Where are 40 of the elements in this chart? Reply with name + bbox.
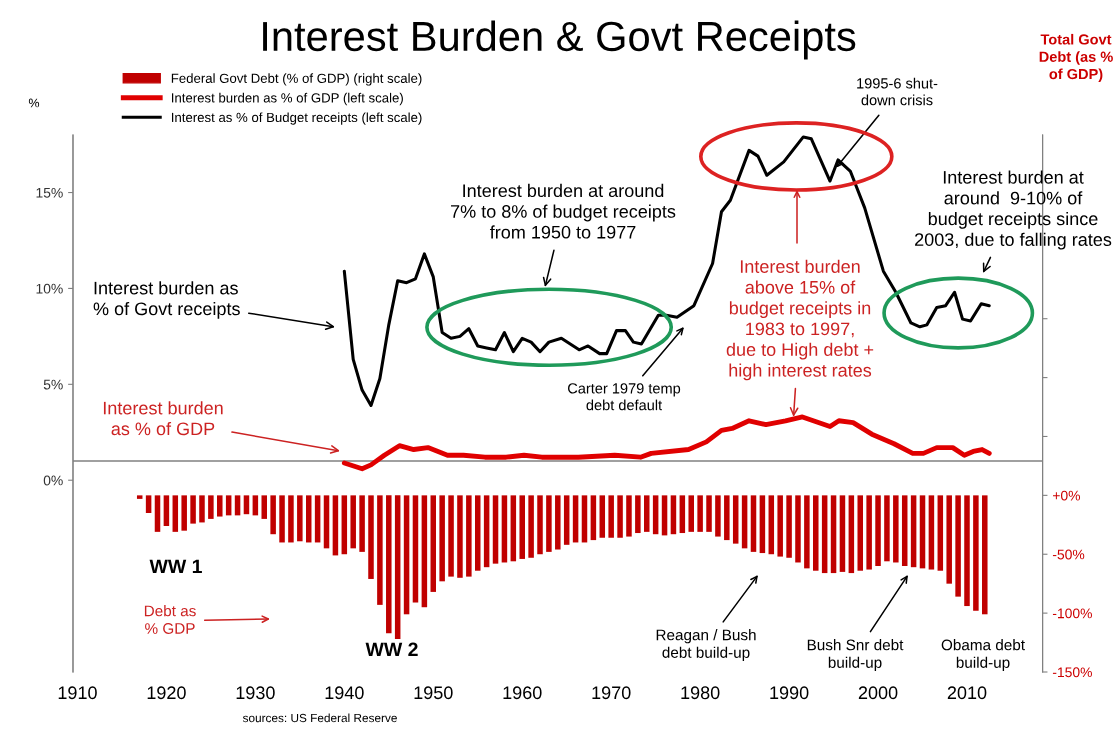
x-tick-label: 1920 (147, 686, 186, 700)
x-tick-label: 2010 (947, 686, 987, 700)
y-tick-label: 10% (36, 283, 63, 294)
legend-label: Interest burden as % of GDP (left scale) (172, 92, 403, 106)
annotation: 1995-6 shut- down crisis (857, 77, 938, 106)
annotation: Interest burden as % of GDP (103, 401, 223, 436)
chart-title: Interest Burden & Govt Receipts (263, 20, 856, 60)
annotation: Interest burden as % of Govt receipts (93, 281, 240, 319)
annotation: Carter 1979 temp debt default (568, 383, 681, 411)
y2-tick-label: -50% (1052, 549, 1085, 560)
annotation: Obama debt build-up (941, 639, 1025, 671)
x-tick-label: 1960 (503, 686, 542, 700)
annotation: Interest burden above 15% of budget receipts in 1983 to 1997, due to High debt + high interest rates (726, 259, 874, 381)
annotation: WW 1 (149, 559, 202, 574)
x-tick-label: 1940 (325, 686, 364, 700)
y2-tick-label: -150% (1052, 667, 1092, 678)
y-tick-label: 0% (43, 475, 63, 486)
annotation: Bush Snr debt build-up (807, 639, 904, 671)
y-tick-label: 5% (43, 379, 63, 390)
y2-tick-label: -100% (1052, 608, 1092, 619)
annotation: WW 2 (365, 642, 418, 657)
annotation: Debt as % GDP (144, 605, 196, 634)
x-tick-label: 1930 (236, 686, 275, 700)
x-tick-label: 1990 (770, 686, 809, 700)
x-tick-label: 2000 (858, 686, 898, 700)
legend-label: Interest as % of Budget receipts (left scale) (172, 112, 422, 125)
x-tick-label: 1910 (58, 686, 97, 700)
legend-label: Federal Govt Debt (% of GDP) (right scale) (171, 73, 422, 86)
annotation: Interest burden at around 7% to 8% of budget receipts from 1950 to 1977 (451, 183, 676, 239)
y2-tick-label: +0% (1053, 490, 1081, 501)
y2-axis-title: Total Govt Debt (as % of GDP) (1039, 33, 1113, 83)
annotation: Interest burden at around 9-10% of budget receipts since 2003, due to falling rates (915, 170, 1112, 250)
x-tick-label: 1980 (681, 686, 720, 700)
y-axis-title: % (28, 98, 40, 108)
source-note: sources: US Federal Reserve (242, 713, 397, 723)
x-tick-label: 1950 (414, 686, 453, 700)
annotation: Reagan / Bush debt build-up (656, 629, 756, 661)
y-tick-label: 15% (36, 187, 63, 198)
x-tick-label: 1970 (592, 686, 631, 700)
line-series (341, 414, 992, 472)
